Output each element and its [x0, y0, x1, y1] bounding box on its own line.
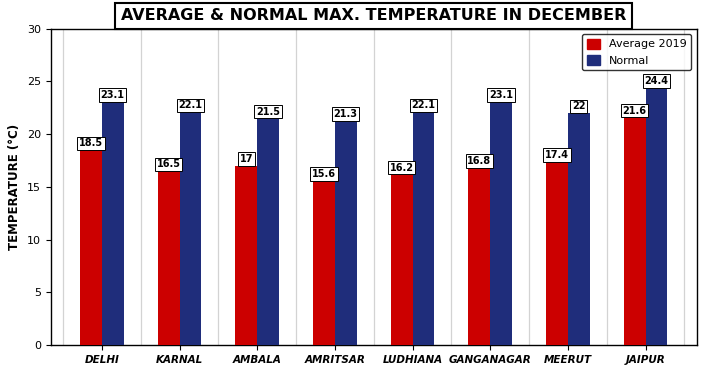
- Text: 22.1: 22.1: [178, 100, 202, 110]
- Text: 16.5: 16.5: [157, 159, 180, 169]
- Bar: [568, 113, 589, 345]
- Bar: [180, 112, 201, 345]
- Y-axis label: TEMPERATURE (°C): TEMPERATURE (°C): [8, 124, 21, 250]
- Bar: [257, 118, 279, 345]
- Title: AVERAGE & NORMAL MAX. TEMPERATURE IN DECEMBER: AVERAGE & NORMAL MAX. TEMPERATURE IN DEC…: [121, 8, 626, 23]
- Bar: [490, 101, 512, 345]
- Text: 17.4: 17.4: [545, 150, 569, 160]
- Text: 15.6: 15.6: [312, 169, 336, 179]
- Legend: Average 2019, Normal: Average 2019, Normal: [582, 34, 691, 70]
- Text: 21.5: 21.5: [256, 107, 280, 117]
- Text: 16.2: 16.2: [390, 163, 414, 173]
- Bar: [80, 150, 102, 345]
- Bar: [546, 162, 568, 345]
- Text: 24.4: 24.4: [644, 76, 668, 86]
- Text: 16.8: 16.8: [467, 156, 491, 166]
- Bar: [412, 112, 434, 345]
- Bar: [391, 174, 412, 345]
- Text: 23.1: 23.1: [101, 90, 125, 100]
- Text: 17: 17: [240, 154, 253, 164]
- Text: 21.3: 21.3: [333, 109, 357, 119]
- Bar: [102, 101, 123, 345]
- Bar: [335, 120, 357, 345]
- Bar: [158, 171, 180, 345]
- Text: 22.1: 22.1: [412, 100, 436, 110]
- Bar: [646, 88, 668, 345]
- Bar: [468, 168, 490, 345]
- Bar: [313, 181, 335, 345]
- Text: 23.1: 23.1: [489, 90, 513, 100]
- Bar: [624, 117, 646, 345]
- Text: 22: 22: [572, 101, 586, 112]
- Text: 21.6: 21.6: [623, 106, 646, 116]
- Text: 18.5: 18.5: [79, 138, 103, 148]
- Bar: [235, 166, 257, 345]
